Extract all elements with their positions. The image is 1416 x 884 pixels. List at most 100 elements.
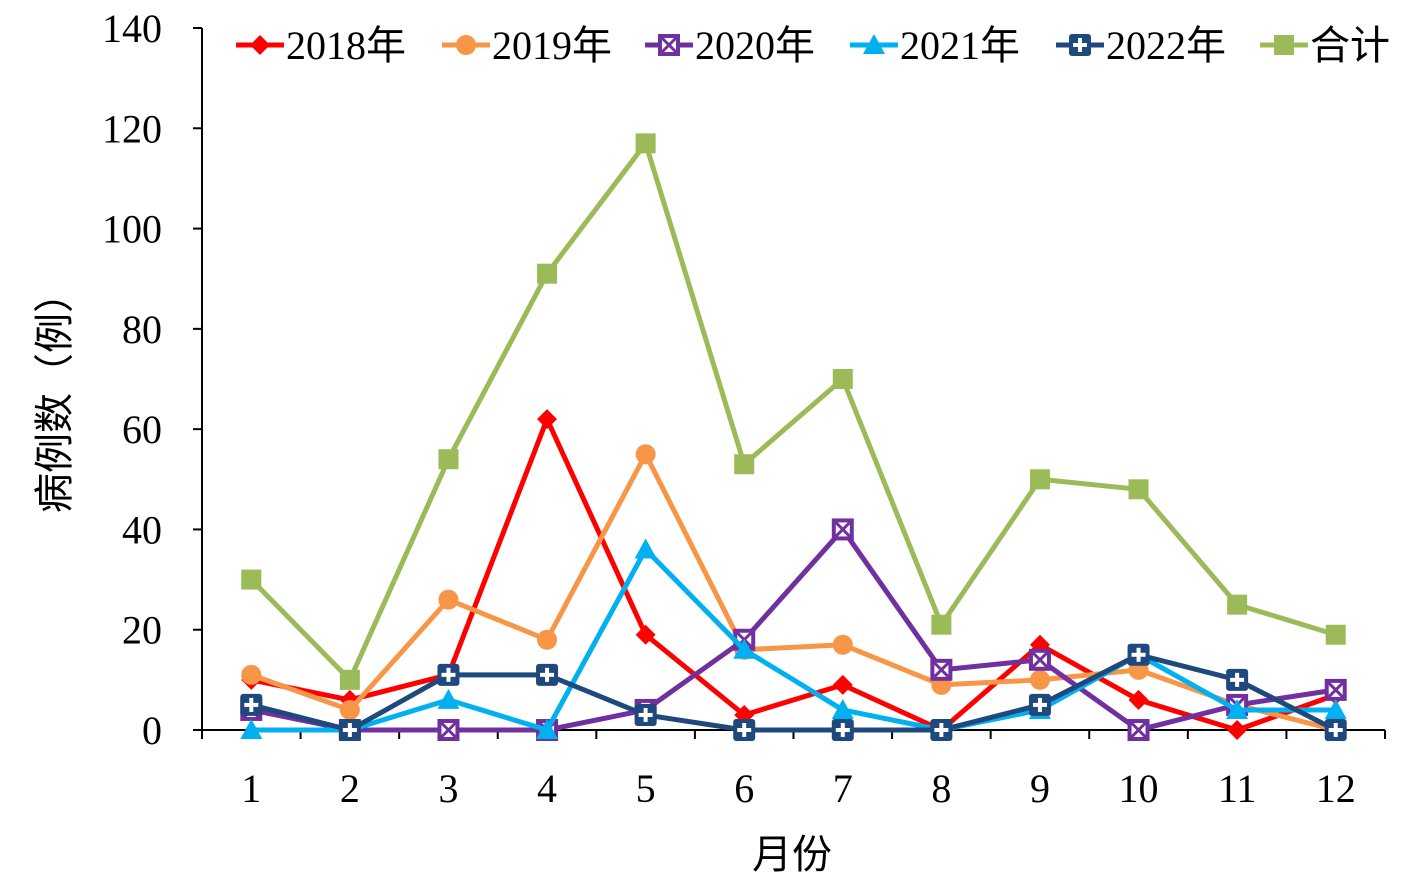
data-point [536, 663, 559, 686]
data-point [1324, 698, 1347, 719]
series-6 [241, 133, 1346, 690]
data-point [241, 664, 262, 685]
legend-item: 2020年 [645, 23, 815, 68]
series-layer [240, 133, 1347, 741]
legend-label: 2020年 [695, 23, 815, 68]
x-tick-label: 3 [438, 766, 458, 811]
y-tick-label: 40 [122, 507, 162, 552]
x-tick-label: 9 [1030, 766, 1050, 811]
legend-label: 2018年 [286, 23, 406, 68]
data-point [339, 699, 360, 720]
series-line [250, 416, 1337, 733]
x-tick-label: 11 [1218, 766, 1257, 811]
data-point [734, 454, 755, 475]
y-tick-label: 120 [102, 106, 162, 151]
x-tick-label: 6 [734, 766, 754, 811]
data-point [832, 634, 853, 655]
x-tick-label: 7 [833, 766, 853, 811]
x-tick-label: 10 [1119, 766, 1159, 811]
y-tick-label: 0 [142, 708, 162, 753]
y-axis-title: 病例数（例） [32, 273, 78, 513]
series-line [250, 451, 1337, 733]
legend-marker [1274, 35, 1294, 55]
y-tick-label: 140 [102, 6, 162, 51]
data-point [537, 263, 558, 284]
data-point [930, 658, 953, 681]
data-point [930, 719, 953, 741]
data-point [635, 624, 656, 645]
data-point [537, 409, 558, 430]
data-point [536, 719, 559, 739]
legend-marker [863, 34, 885, 54]
data-point [1128, 479, 1149, 500]
series-1 [241, 409, 1346, 740]
data-point [1324, 678, 1347, 701]
legend-label: 2019年 [492, 23, 612, 68]
data-point [733, 719, 756, 741]
legend-marker [250, 35, 270, 55]
series-line [251, 546, 1336, 733]
x-tick-label: 4 [537, 766, 557, 811]
data-point [438, 589, 459, 610]
legend-marker [456, 35, 476, 55]
data-point [1226, 668, 1249, 691]
legend-marker [1069, 34, 1091, 56]
legend-item: 合计 [1260, 23, 1390, 68]
series-line [250, 652, 1337, 733]
data-point [240, 693, 263, 716]
data-point [831, 698, 854, 719]
data-point [1028, 648, 1051, 671]
x-tick-label: 5 [636, 766, 656, 811]
data-point [338, 719, 361, 741]
x-tick-label: 2 [340, 766, 360, 811]
legend-label: 2021年 [900, 23, 1020, 68]
series-line [249, 140, 1337, 683]
data-point [1226, 698, 1249, 719]
data-point [832, 369, 853, 389]
data-point [438, 449, 459, 470]
data-point [931, 614, 952, 635]
legend-marker [658, 34, 680, 56]
data-point [1325, 624, 1346, 645]
data-point [1227, 720, 1248, 740]
series-line [250, 526, 1337, 733]
data-point [1029, 469, 1050, 490]
y-tick-label: 60 [122, 407, 162, 452]
series-5 [240, 643, 1347, 741]
data-point [537, 629, 558, 650]
data-point [733, 638, 756, 659]
x-axis-title: 月份 [752, 832, 832, 878]
y-tick-label: 20 [122, 608, 162, 653]
legend-label: 2022年 [1106, 23, 1226, 68]
legend: 2018年 2019年 2020年 2021年 2022年 合计 [236, 23, 1390, 68]
data-point [1127, 643, 1150, 666]
x-tick-label: 1 [241, 766, 261, 811]
data-point [635, 133, 656, 154]
data-point [240, 719, 263, 739]
x-tick-label: 12 [1316, 766, 1356, 811]
data-point [634, 703, 657, 726]
data-point [1127, 719, 1150, 741]
data-point [241, 569, 262, 590]
data-point [339, 669, 360, 690]
x-tick-label: 8 [931, 766, 951, 811]
data-point [634, 538, 657, 559]
legend-item: 2018年 [236, 23, 406, 68]
data-point [437, 688, 460, 709]
data-point [1029, 669, 1050, 690]
data-point [635, 444, 656, 465]
data-point [1128, 689, 1149, 710]
legend-label: 合计 [1310, 23, 1390, 68]
y-tick-label: 80 [122, 307, 162, 352]
data-point [437, 719, 460, 741]
data-point [832, 674, 853, 695]
data-point [1028, 693, 1051, 716]
y-tick-label: 100 [102, 207, 162, 252]
data-point [1227, 594, 1248, 615]
data-point [437, 663, 460, 686]
data-point [831, 719, 854, 741]
legend-item: 2022年 [1056, 23, 1226, 68]
legend-item: 2019年 [442, 23, 612, 68]
data-point [831, 518, 854, 541]
